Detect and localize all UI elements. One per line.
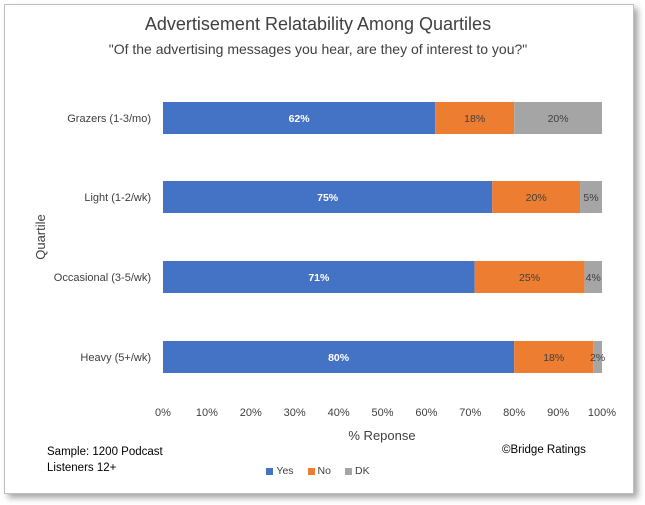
bar-yes-1	[163, 181, 493, 213]
data-label-no-3: 18%	[543, 352, 564, 364]
bar-labels-layer: 62% 18% 20% 75% 20% 5% 71% 25% 4% 80% 18% 2%	[289, 113, 606, 364]
data-label-no-1: 20%	[526, 192, 547, 204]
data-label-yes-1: 75%	[317, 192, 339, 204]
bar-no-2	[474, 261, 585, 293]
bar-yes-3	[163, 341, 515, 373]
legend-label-yes: Yes	[276, 465, 294, 477]
data-label-yes-2: 71%	[308, 272, 330, 284]
data-label-dk-3: 2%	[590, 352, 605, 364]
chart-legend: Yes No DK	[0, 465, 636, 477]
sample-note-line1: Sample: 1200 Podcast	[47, 446, 163, 458]
category-label-2: Occasional (3-5/wk)	[54, 272, 151, 284]
credit-note: ©Bridge Ratings	[502, 444, 586, 456]
category-label-0: Grazers (1-3/mo)	[67, 113, 151, 125]
category-label-3: Heavy (5+/wk)	[80, 352, 151, 364]
x-tick-label-2: 20%	[240, 407, 262, 419]
x-tick-labels-layer: 0% 10% 20% 30% 40% 50% 60% 70% 80% 90% 100%	[155, 407, 616, 419]
bar-yes-2	[163, 261, 475, 293]
x-tick-label-3: 30%	[284, 407, 306, 419]
legend-item-no: No	[307, 465, 331, 477]
legend-label-no: No	[317, 465, 331, 477]
y-axis-title: Quartile	[33, 214, 48, 260]
x-tick-label-7: 70%	[459, 407, 481, 419]
data-label-no-0: 18%	[464, 113, 485, 125]
x-tick-label-10: 100%	[588, 407, 616, 419]
x-tick-label-1: 10%	[196, 407, 218, 419]
bar-no-1	[492, 181, 581, 213]
chart-subtitle: "Of the advertising messages you hear, a…	[108, 41, 528, 57]
bar-dk-3	[593, 341, 602, 373]
x-tick-label-9: 90%	[547, 407, 569, 419]
x-tick-label-0: 0%	[155, 407, 171, 419]
legend-label-dk: DK	[354, 465, 370, 477]
bar-no-0	[435, 102, 515, 134]
chart-frame	[4, 4, 634, 494]
data-label-dk-2: 4%	[586, 272, 601, 284]
x-tick-label-4: 40%	[328, 407, 350, 419]
legend-item-dk: DK	[344, 465, 370, 477]
x-tick-label-6: 60%	[415, 407, 437, 419]
data-label-dk-0: 20%	[548, 113, 569, 125]
legend-item-yes: Yes	[266, 465, 294, 477]
data-label-yes-0: 62%	[289, 113, 311, 125]
legend-swatch-yes	[266, 467, 274, 475]
bar-dk-0	[514, 102, 602, 134]
sample-note: Sample: 1200 Podcast Listeners 12+	[47, 444, 163, 476]
data-label-dk-1: 5%	[583, 192, 598, 204]
bar-dk-1	[580, 181, 602, 213]
bar-dk-2	[584, 261, 602, 293]
bar-no-3	[514, 341, 594, 373]
bar-yes-0	[163, 102, 436, 134]
chart-title: Advertisement Relatability Among Quartil…	[144, 14, 492, 34]
x-axis-title: % Reponse	[348, 428, 415, 443]
bars-layer	[163, 102, 602, 373]
category-label-1: Light (1-2/wk)	[84, 192, 151, 204]
category-labels-layer: Grazers (1-3/mo) Light (1-2/wk) Occasional…	[54, 113, 151, 364]
x-tick-label-8: 80%	[503, 407, 525, 419]
data-label-no-2: 25%	[519, 272, 540, 284]
data-label-yes-3: 80%	[328, 352, 350, 364]
legend-swatch-no	[307, 467, 315, 475]
sample-note-line2: Listeners 12+	[47, 462, 117, 474]
x-tick-label-5: 50%	[371, 407, 393, 419]
legend-swatch-dk	[344, 467, 352, 475]
